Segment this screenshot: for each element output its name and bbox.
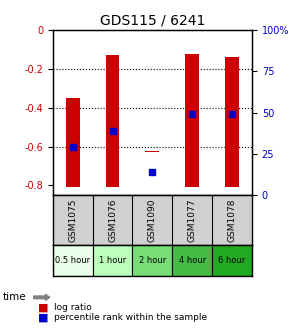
Bar bbox=[105, 55, 120, 187]
Text: 6 hour: 6 hour bbox=[218, 256, 246, 264]
Text: ■: ■ bbox=[38, 302, 49, 312]
Text: 1 hour: 1 hour bbox=[99, 256, 126, 264]
Text: GSM1077: GSM1077 bbox=[188, 198, 197, 242]
Text: GSM1090: GSM1090 bbox=[148, 198, 157, 242]
Bar bbox=[53, 245, 93, 276]
Text: 4 hour: 4 hour bbox=[178, 256, 206, 264]
Bar bbox=[132, 245, 172, 276]
Bar bbox=[66, 98, 80, 187]
Bar bbox=[93, 245, 132, 276]
Title: GDS115 / 6241: GDS115 / 6241 bbox=[100, 14, 205, 28]
Text: GSM1078: GSM1078 bbox=[228, 198, 236, 242]
Text: percentile rank within the sample: percentile rank within the sample bbox=[54, 313, 207, 322]
Text: GSM1076: GSM1076 bbox=[108, 198, 117, 242]
Bar bbox=[145, 151, 159, 153]
Bar bbox=[172, 245, 212, 276]
Bar bbox=[185, 53, 199, 187]
Text: time: time bbox=[3, 292, 27, 302]
Text: GSM1075: GSM1075 bbox=[68, 198, 77, 242]
Text: 2 hour: 2 hour bbox=[139, 256, 166, 264]
Bar bbox=[225, 57, 239, 187]
Bar bbox=[212, 245, 252, 276]
Text: ■: ■ bbox=[38, 312, 49, 323]
Text: 0.5 hour: 0.5 hour bbox=[55, 256, 90, 264]
Text: log ratio: log ratio bbox=[54, 303, 92, 312]
